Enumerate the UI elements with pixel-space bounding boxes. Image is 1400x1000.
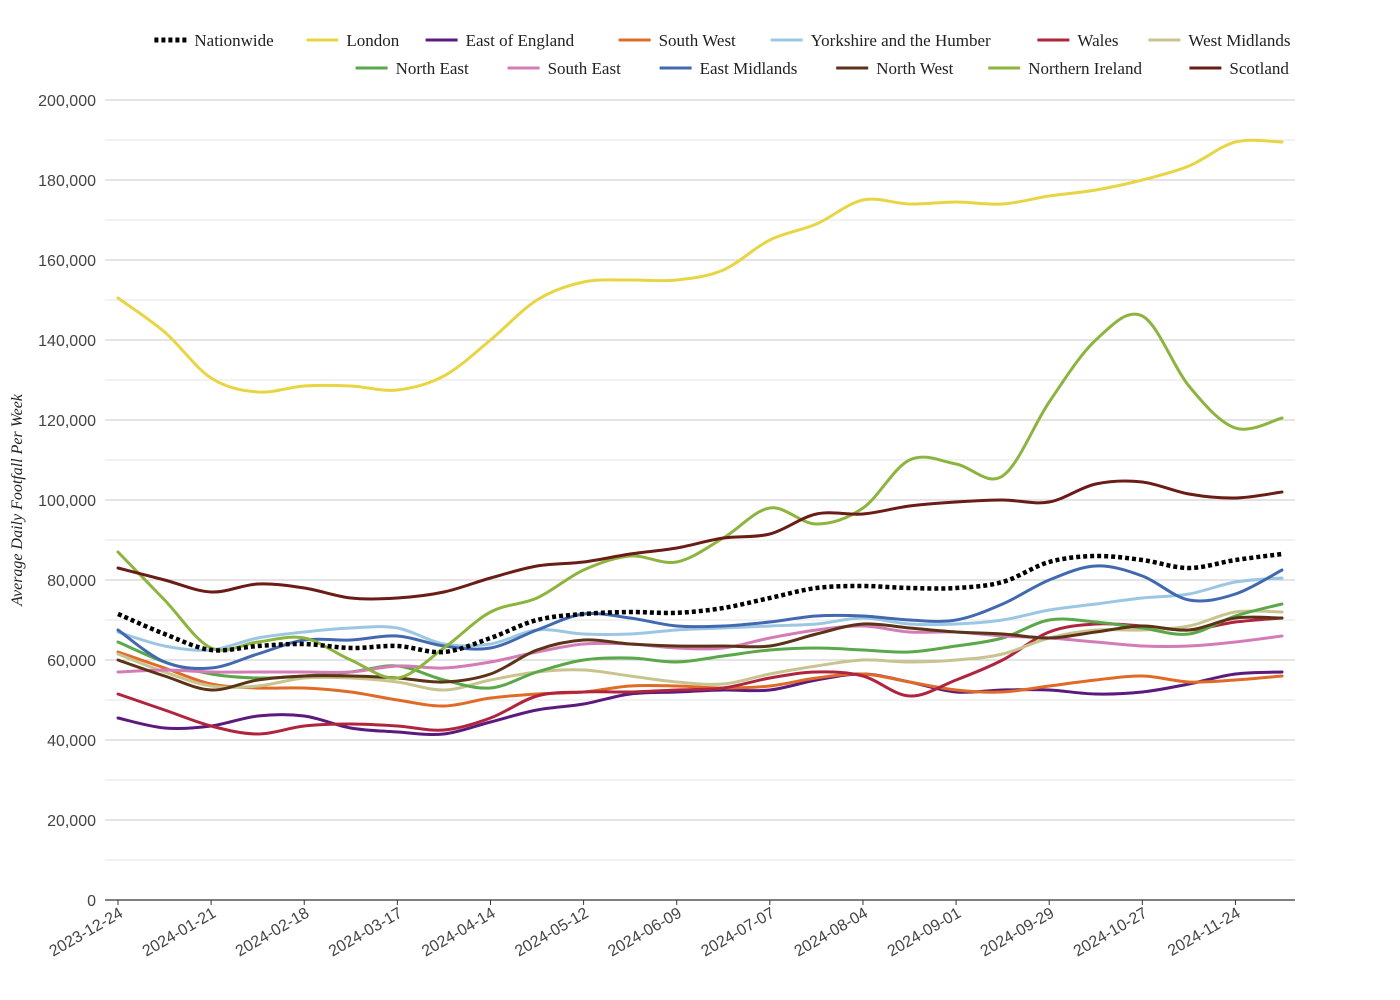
legend-label: Northern Ireland — [1028, 59, 1142, 78]
legend-label: Wales — [1077, 31, 1118, 50]
x-axis: 2023-12-24 2024-01-21 2024-02-18 2024-03-17… — [47, 899, 1295, 961]
y-tick-label: 140,000 — [38, 333, 96, 350]
series-line-london — [116, 138, 1284, 394]
series-line-nationwide — [117, 551, 1283, 655]
series-line-west-midlands — [116, 609, 1284, 692]
series-line-yorkshire-and-the-humber — [116, 576, 1284, 652]
x-tick-label: 2024-09-01 — [885, 905, 964, 961]
x-tick-label: 2024-01-21 — [140, 905, 219, 961]
x-tick-label: 2024-11-24 — [1165, 905, 1243, 960]
legend-label: North West — [876, 59, 953, 78]
y-axis: 0 20,000 40,000 60,000 80,000 100,000 120,000 1… — [38, 93, 96, 910]
y-tick-label: 180,000 — [38, 173, 96, 190]
y-tick-label: 20,000 — [47, 813, 96, 830]
y-tick-label: 80,000 — [47, 573, 96, 590]
series-line-scotland — [116, 479, 1284, 601]
series-line-east-midlands — [116, 564, 1284, 670]
legend-label: East of England — [466, 31, 575, 50]
x-tick-label: 2024-03-17 — [326, 905, 405, 961]
x-tick-label: 2024-05-12 — [512, 905, 591, 961]
x-tick-label: 2024-09-29 — [978, 905, 1057, 961]
legend-label: Scotland — [1229, 59, 1289, 78]
series-lines — [116, 138, 1284, 737]
series-line-wales — [116, 616, 1284, 736]
x-tick-label: 2024-07-07 — [698, 905, 777, 961]
x-tick-label: 2024-02-18 — [233, 905, 312, 961]
y-tick-label: 160,000 — [38, 253, 96, 270]
legend-label: London — [346, 31, 399, 50]
y-tick-label: 40,000 — [47, 733, 96, 750]
legend-label: South West — [659, 31, 736, 50]
series-line-northern-ireland — [116, 312, 1284, 680]
legend-label: North East — [396, 59, 469, 78]
series-line-south-east — [116, 624, 1284, 674]
series-line-north-west — [116, 615, 1284, 692]
x-tick-label: 2023-12-24 — [47, 905, 126, 961]
series-line-east-of-england — [116, 670, 1284, 737]
y-tick-label: 0 — [87, 893, 96, 910]
x-tick-label: 2024-04-14 — [419, 905, 498, 961]
legend-label: West Midlands — [1188, 31, 1290, 50]
legend-label: South East — [548, 59, 621, 78]
legend-label: Yorkshire and the Humber — [811, 31, 991, 50]
x-tick-label: 2024-10-27 — [1071, 905, 1150, 961]
x-tick-label: 2024-06-09 — [605, 905, 684, 961]
series-line-south-west — [116, 650, 1284, 708]
legend: Nationwide London East of England South Wes… — [154, 31, 1290, 78]
x-tick-label: 2024-08-04 — [792, 905, 871, 961]
grid-lines — [105, 99, 1295, 901]
y-tick-label: 60,000 — [47, 653, 96, 670]
legend-label: East Midlands — [700, 59, 798, 78]
legend-label: Nationwide — [194, 31, 273, 50]
y-tick-label: 120,000 — [38, 413, 96, 430]
y-axis-label: Average Daily Footfall Per Week — [9, 393, 26, 607]
y-tick-label: 200,000 — [38, 93, 96, 110]
y-tick-label: 100,000 — [38, 493, 96, 510]
